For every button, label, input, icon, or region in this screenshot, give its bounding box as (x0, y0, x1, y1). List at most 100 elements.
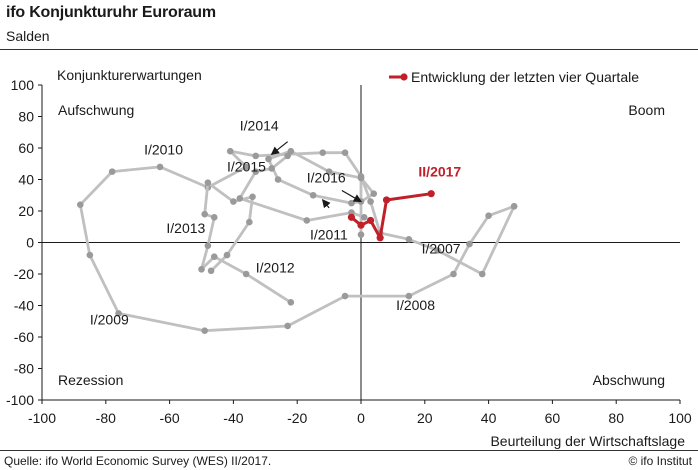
quarter-annotation: I/2012 (256, 259, 295, 275)
quadrant-label-abschwung: Abschwung (593, 372, 665, 388)
history-point (204, 242, 212, 249)
x-tick-label: 20 (417, 410, 433, 426)
x-tick-label: -40 (223, 410, 243, 426)
legend-label: Entwicklung der letzten vier Quartale (411, 69, 639, 85)
quadrant-label-boom: Boom (628, 102, 665, 118)
history-point (319, 149, 327, 157)
history-point (252, 152, 260, 160)
x-tick-label: -100 (28, 410, 56, 426)
history-point (357, 174, 365, 182)
y-tick-label: -100 (6, 392, 34, 408)
recent-quarter-point (357, 221, 365, 229)
history-point (287, 299, 295, 306)
history-point (230, 198, 237, 205)
recent-quarter-point (347, 213, 356, 221)
history-point (268, 165, 275, 172)
annotation-arrow (321, 199, 331, 209)
header-divider (0, 49, 698, 50)
history-point (284, 322, 291, 330)
footer-divider (0, 450, 698, 451)
y-tick-label: 100 (11, 77, 35, 93)
history-point (207, 267, 215, 275)
history-point (341, 149, 349, 157)
x-tick-label: 0 (357, 410, 365, 426)
history-point (201, 327, 208, 335)
chart-subtitle: Salden (6, 28, 50, 44)
history-point (226, 147, 234, 155)
history-point (434, 247, 441, 254)
recent-quarter-point (382, 196, 391, 204)
history-point (108, 168, 116, 175)
history-point (325, 168, 333, 175)
history-point (76, 201, 84, 208)
quarter-annotation: I/2013 (166, 220, 205, 236)
history-point (246, 218, 253, 226)
quarter-annotation: I/2016 (307, 170, 346, 186)
history-point (204, 179, 212, 186)
history-point (360, 214, 368, 221)
history-point (210, 214, 218, 221)
y-tick-label: 40 (18, 172, 34, 188)
y-tick-label: 80 (18, 109, 34, 125)
annotation-arrow (270, 141, 289, 156)
quarter-annotation: I/2008 (396, 297, 435, 313)
quarter-annotation: I/2009 (90, 311, 129, 327)
history-point (367, 198, 374, 205)
x-tick-label: -20 (287, 410, 307, 426)
x-tick-label: 100 (668, 410, 692, 426)
history-point (249, 193, 256, 201)
history-point (309, 191, 317, 199)
history-point (510, 202, 518, 210)
history-point (284, 152, 291, 160)
history-point (242, 270, 250, 278)
y-tick-label: 20 (18, 203, 34, 219)
history-point (156, 163, 164, 171)
x-tick-label: -60 (159, 410, 179, 426)
history-point (466, 240, 473, 248)
history-point (303, 217, 311, 224)
history-point (287, 147, 295, 155)
credit-note: © ifo Institut (628, 454, 692, 468)
y-tick-label: -20 (14, 266, 34, 282)
history-point (115, 310, 122, 317)
y-tick-label: -80 (14, 361, 34, 377)
recent-quarter-point (366, 216, 375, 225)
quadrant-label-aufschwung: Aufschwung (58, 102, 134, 118)
history-point (450, 270, 457, 278)
y-tick-label: 60 (18, 140, 34, 156)
history-point (265, 155, 272, 163)
quarter-annotation: II/2017 (418, 163, 461, 179)
history-point (274, 176, 282, 183)
legend-swatch-point (400, 73, 408, 81)
quarter-annotation: I/2010 (144, 141, 183, 157)
y-axis-title: Konjunkturerwartungen (57, 67, 202, 83)
quarter-annotation: I/2007 (422, 241, 461, 257)
x-tick-label: 40 (481, 410, 497, 426)
quarter-annotation: I/2014 (240, 118, 279, 134)
recent-quarter-point (376, 234, 384, 242)
y-tick-label: -40 (14, 298, 34, 314)
history-point (405, 292, 413, 300)
history-point (357, 231, 365, 238)
business-cycle-clock-chart: -100 -80 -60 -40 -20 0 20 40 60 80 100 -100 -80 -60 -4… (6, 67, 692, 449)
quarter-annotation: I/2011 (310, 226, 348, 242)
history-point (370, 190, 378, 197)
history-point (198, 265, 205, 273)
y-tick-label: -60 (14, 329, 34, 345)
history-point (478, 270, 486, 278)
history-point (348, 199, 355, 207)
quadrant-label-rezession: Rezession (58, 372, 123, 388)
chart-title: ifo Konjunkturuhr Euroraum (6, 4, 216, 21)
history-point (405, 236, 413, 243)
history-point (252, 168, 260, 175)
history-point (242, 163, 250, 171)
x-tick-label: 80 (608, 410, 624, 426)
history-point (210, 253, 218, 260)
recent-quarter-point (427, 190, 435, 198)
y-tick-label: 0 (26, 235, 34, 251)
history-point (223, 251, 231, 259)
x-tick-label: -80 (96, 410, 116, 426)
history-point (236, 195, 244, 202)
x-axis-title: Beurteilung der Wirtschaftslage (490, 433, 685, 449)
x-tick-label: 60 (545, 410, 561, 426)
